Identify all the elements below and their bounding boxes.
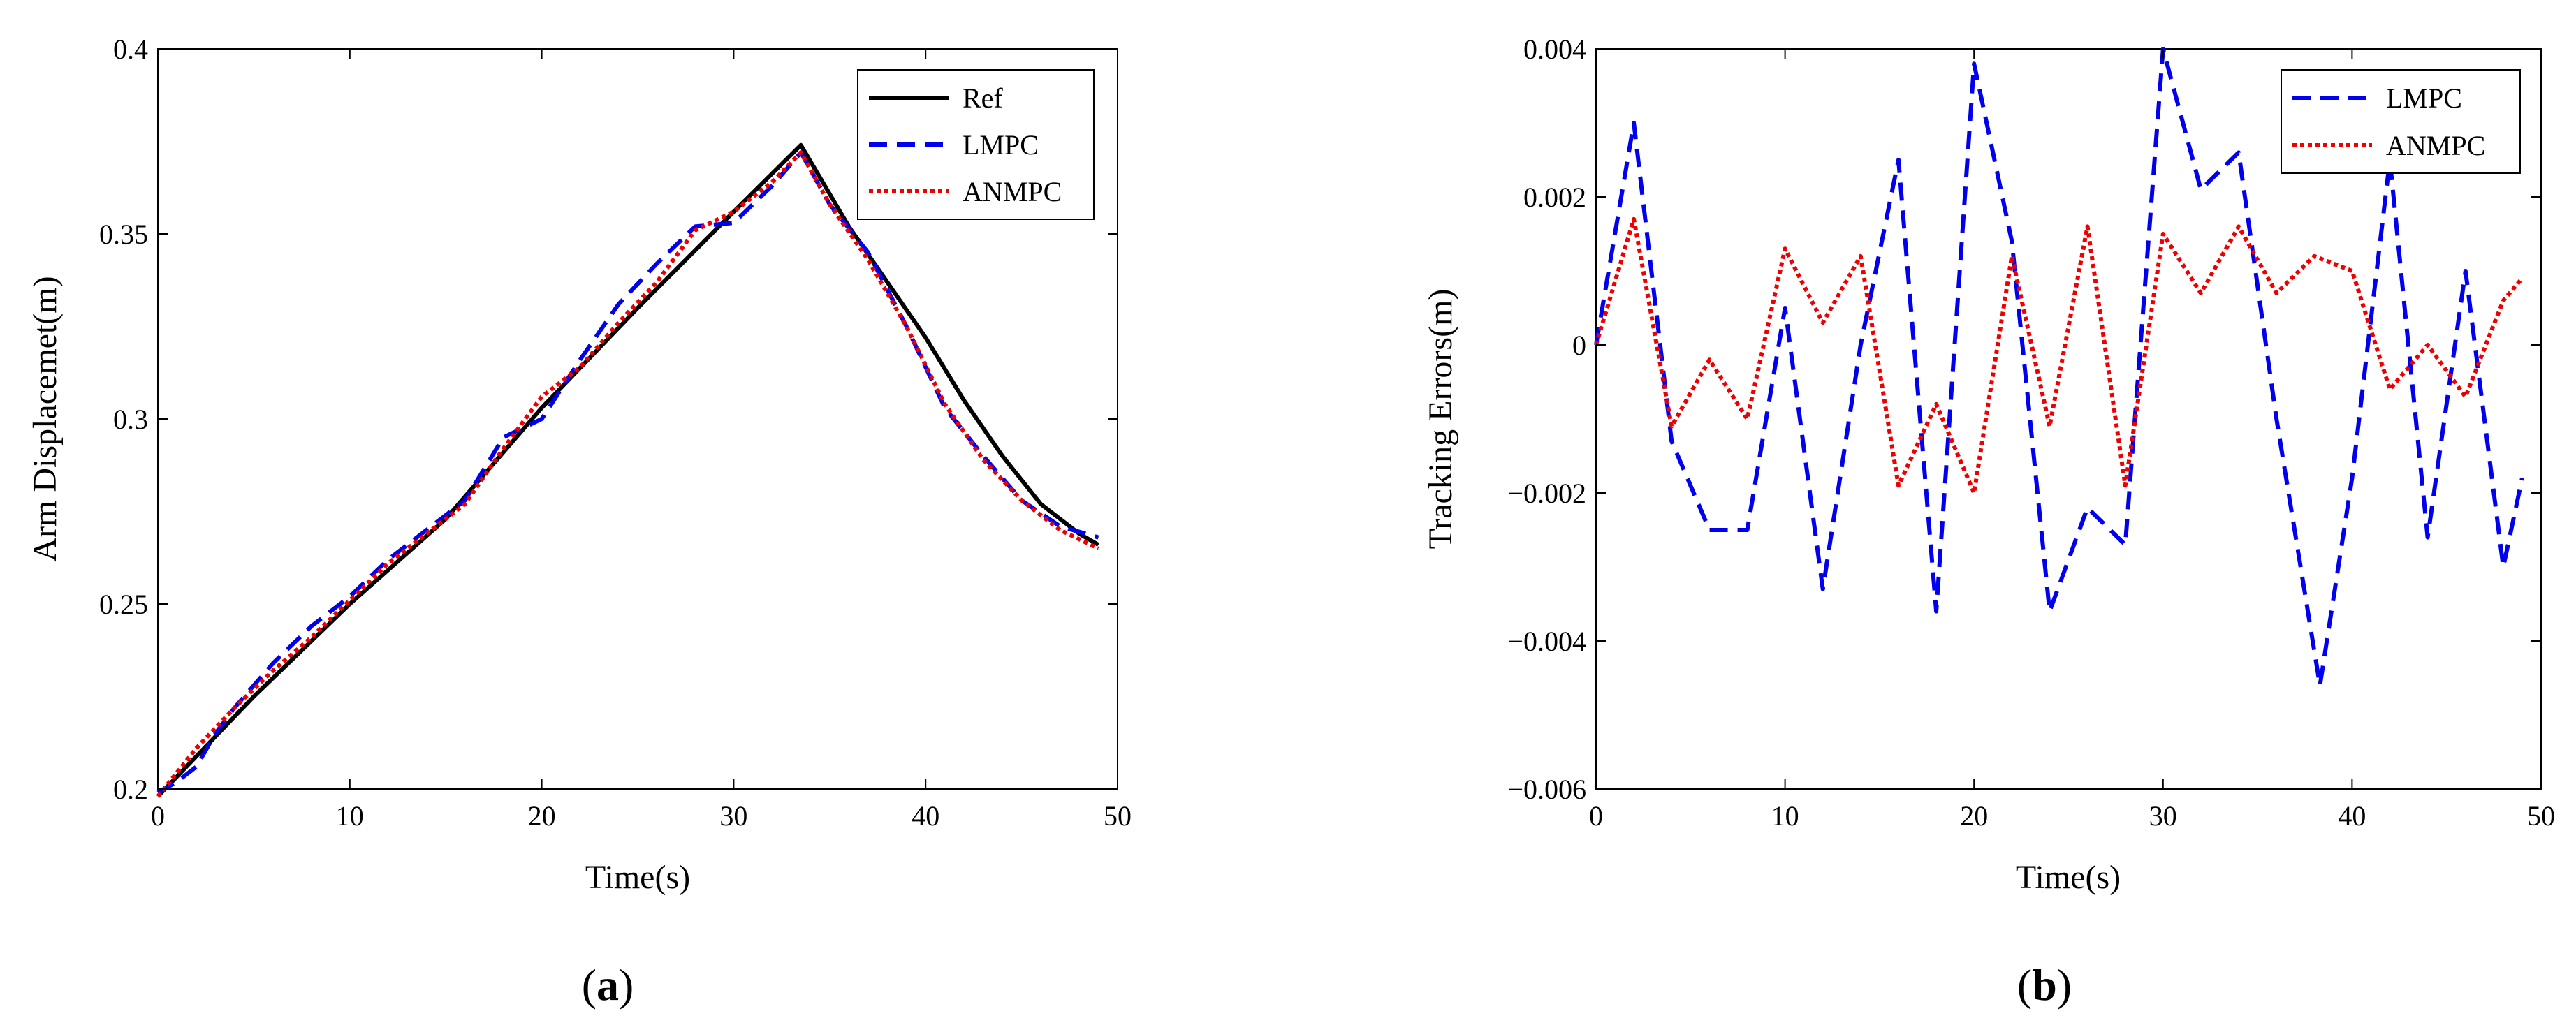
plot-b-y-tick-label: 0 <box>1572 330 1586 361</box>
plot-a-legend: Ref LMPC ANMPC <box>857 69 1095 220</box>
panel-a-label: (a) <box>582 960 634 1010</box>
plot-a-y-tick-label: 0.2 <box>113 774 148 805</box>
plot-b-series-anmpc-line <box>1594 216 2524 495</box>
plot-b-legend-lmpc-label: LMPC <box>2386 82 2462 114</box>
plot-b-x-axis-label: Time(s) <box>2016 859 2121 896</box>
plot-b-frame <box>1595 48 2542 790</box>
panel-b: 0 10 20 30 40 50 −0.006 −0.004 −0.002 0 0.002 0.00… <box>1422 34 2555 1010</box>
panel-b-label-open: ( <box>2017 960 2032 1010</box>
plot-a-x-axis-label: Time(s) <box>585 859 690 896</box>
plot-b-y-tick-label: −0.004 <box>1507 626 1586 657</box>
plot-b-y-tick-label: 0.002 <box>1523 182 1586 213</box>
plot-b-x-tick-label: 30 <box>2149 800 2177 832</box>
plot-a-x-tick-label: 20 <box>528 800 556 832</box>
plot-a-legend-anmpc-label: ANMPC <box>963 176 1062 207</box>
plot-a-legend-lmpc-label: LMPC <box>963 129 1039 161</box>
plot-a-x-tick-label: 40 <box>912 800 939 832</box>
plot-b-y-tick-label: −0.006 <box>1507 774 1586 805</box>
panel-b-label-letter: b <box>2032 960 2057 1010</box>
panel-a: 0 10 20 30 40 50 0.2 0.25 0.3 0.35 0.4 Time(s) Ar… <box>27 34 1132 1010</box>
plot-b-y-tick-label: −0.002 <box>1507 478 1586 509</box>
plot-a-x-tick-labels: 0 10 20 30 40 50 <box>151 800 1132 832</box>
plot-b-x-tick-label: 50 <box>2527 800 2555 832</box>
plot-a-y-tick-label: 0.35 <box>99 219 148 250</box>
plot-b-y-tick-labels: −0.006 −0.004 −0.002 0 0.002 0.004 <box>1507 34 1586 805</box>
plot-a-y-tick-label: 0.25 <box>99 589 148 620</box>
plot-b-x-tick-label: 20 <box>1960 800 1988 832</box>
plot-b-series-lmpc-line <box>1594 47 2524 688</box>
plot-b-legend: LMPC ANMPC <box>2281 69 2521 174</box>
plot-b-x-tick-labels: 0 10 20 30 40 50 <box>1589 800 2555 832</box>
plot-a-x-tick-label: 30 <box>719 800 747 832</box>
plot-b-legend-box <box>2281 69 2521 174</box>
panel-a-label-close: ) <box>619 960 634 1010</box>
plot-b-x-tick-label: 10 <box>1771 800 1799 832</box>
plot-b-y-axis-label: Tracking Errors(m) <box>1422 289 1459 550</box>
panel-b-label: (b) <box>2017 960 2072 1010</box>
plot-a-y-axis-label: Arm Displacemet(m) <box>27 276 64 561</box>
plot-a-x-tick-label: 50 <box>1104 800 1132 832</box>
plot-b-x-tick-label: 0 <box>1589 800 1603 832</box>
plot-b-legend-anmpc-label: ANMPC <box>2386 130 2485 161</box>
plot-a-ticks <box>157 48 1118 790</box>
plot-a-y-tick-label: 0.3 <box>113 404 148 435</box>
plot-a-legend-ref-label: Ref <box>963 82 1003 114</box>
plot-a-series-anmpc-line <box>156 150 1099 798</box>
plot-a-y-tick-labels: 0.2 0.25 0.3 0.35 0.4 <box>99 34 148 805</box>
plot-a-series-lmpc-line <box>156 150 1099 795</box>
plot-a-y-tick-label: 0.4 <box>113 34 148 65</box>
panel-b-label-close: ) <box>2057 960 2072 1010</box>
panel-a-label-letter: a <box>597 960 619 1010</box>
plot-b-y-tick-label: 0.004 <box>1523 34 1586 65</box>
plot-a-x-tick-label: 10 <box>336 800 364 832</box>
plot-b-ticks <box>1595 48 2542 790</box>
plot-a-series-ref-line <box>156 142 1100 798</box>
plot-b-x-tick-label: 40 <box>2338 800 2366 832</box>
plot-a-x-tick-label: 0 <box>151 800 165 832</box>
plot-a-series <box>156 142 1100 798</box>
panel-a-label-open: ( <box>582 960 597 1010</box>
plot-b-series <box>1594 47 2524 688</box>
